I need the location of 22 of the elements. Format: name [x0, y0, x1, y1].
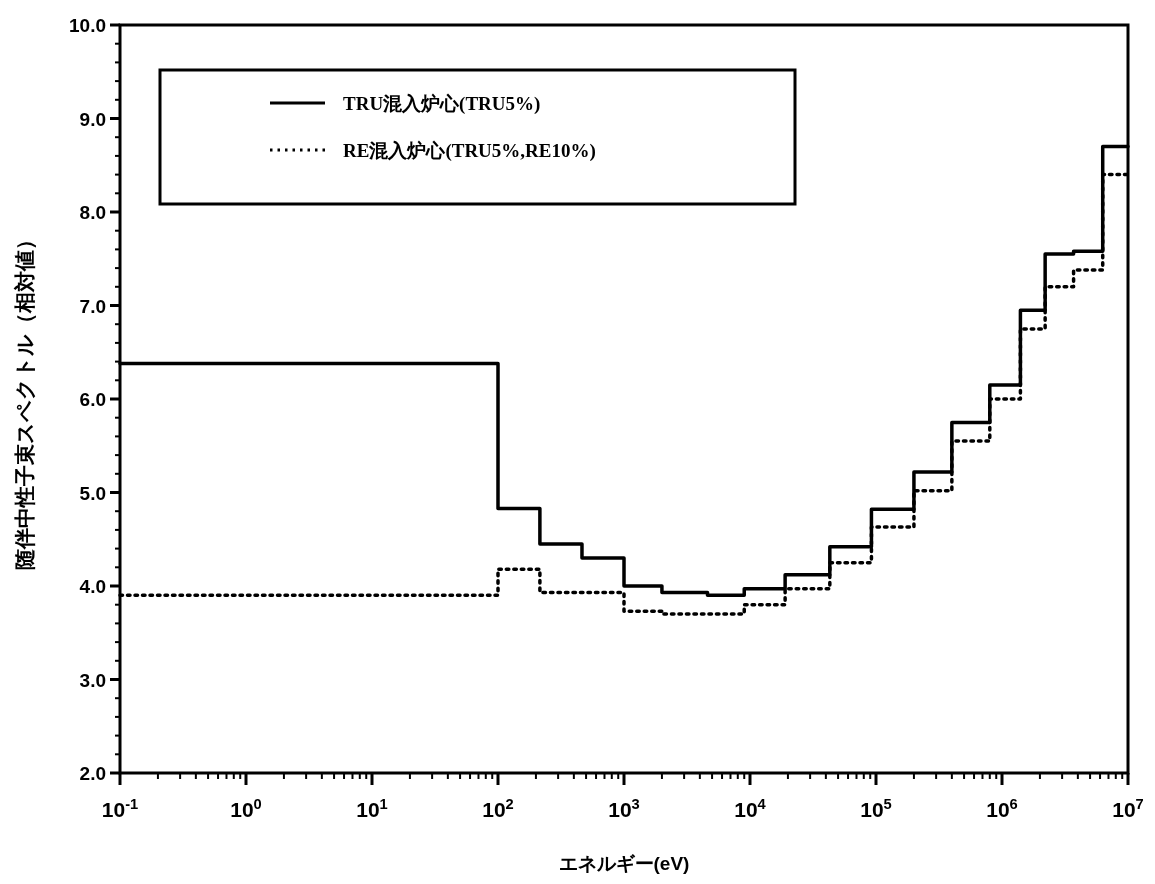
y-tick-label: 6.0 [79, 389, 106, 410]
x-tick-label: 10$^{-1}$ [101, 796, 139, 821]
x-tick-label: 10$^{7}$ [1112, 796, 1144, 821]
x-tick-label: 10$^{3}$ [608, 796, 640, 821]
y-tick-label: 3.0 [79, 669, 106, 691]
y-tick-label: 9.0 [79, 108, 106, 130]
y-tick-label: 10.0 [69, 15, 106, 36]
y-tick-label: 2.0 [79, 763, 106, 784]
x-tick-label: 10$^{2}$ [482, 796, 514, 821]
x-tick-label: 10$^{5}$ [860, 796, 892, 821]
x-tick-label: 10$^{0}$ [230, 796, 262, 821]
x-axis-title: エネルギー(eV) [558, 853, 690, 874]
y-tick-label: 4.0 [79, 576, 106, 597]
legend-label: TRU混入炉心(TRU5%) [343, 93, 541, 115]
x-tick-label: 10$^{6}$ [986, 796, 1018, 821]
y-tick-label: 8.0 [79, 202, 106, 223]
x-tick-label: 10$^{4}$ [734, 796, 767, 821]
y-axis-title: 随伴中性子束スペクトル（相対値） [13, 228, 36, 570]
y-tick-label: 5.0 [79, 482, 106, 504]
y-tick-label: 7.0 [79, 295, 106, 317]
x-tick-label: 10$^{1}$ [356, 796, 388, 821]
legend-label: RE混入炉心(TRU5%,RE10%) [343, 140, 596, 162]
